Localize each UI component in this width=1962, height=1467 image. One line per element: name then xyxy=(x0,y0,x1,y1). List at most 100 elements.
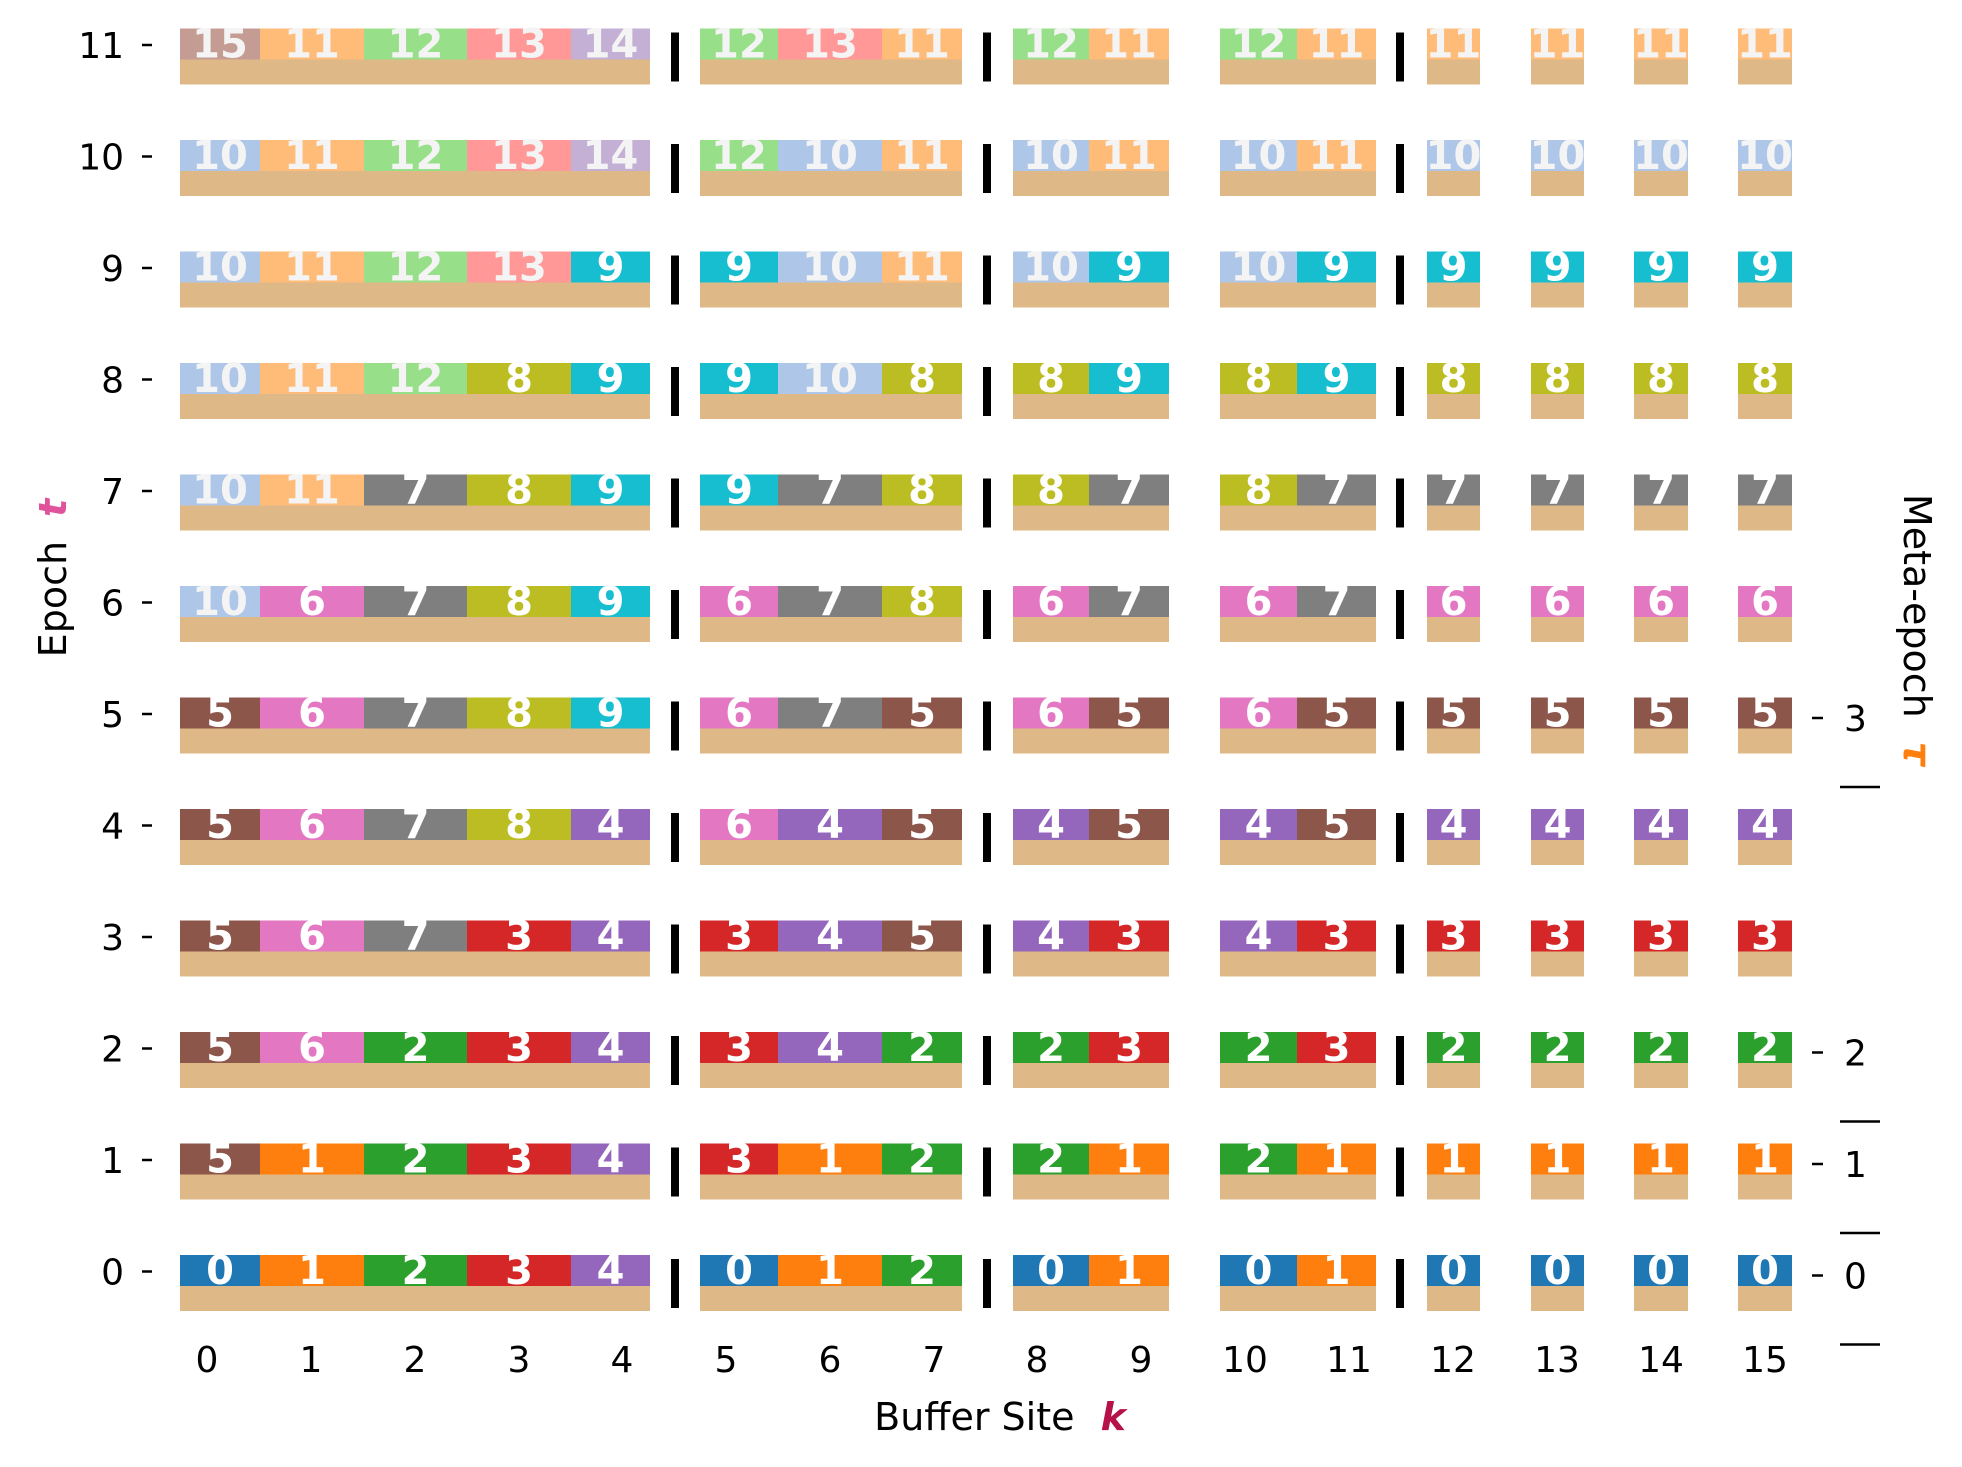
buffer-cell: 2 xyxy=(882,1248,962,1311)
cell-value: 5 xyxy=(908,802,936,848)
buffer-cell: 6 xyxy=(1220,691,1297,754)
epoch-row-2: 5 6 2 3 4 3 4 2 2 3 2 3 2 2 2 2 xyxy=(180,1025,1792,1088)
site-tick-label: 9 xyxy=(1130,1340,1153,1381)
cell-value: 7 xyxy=(402,691,430,737)
cell-value: 5 xyxy=(206,1137,234,1183)
cell-color-5 xyxy=(180,1032,260,1063)
y-axis-symbol: t xyxy=(31,497,75,517)
buffer-cell: 12 xyxy=(700,22,778,85)
cell-value: 2 xyxy=(1544,1025,1572,1071)
buffer-cell: 6 xyxy=(260,579,364,642)
buffer-cell: 2 xyxy=(1013,1137,1089,1200)
cell-value: 3 xyxy=(1751,914,1779,960)
cell-color-7 xyxy=(778,474,882,506)
cell-color-12 xyxy=(1013,28,1089,60)
buffer-cell: 8 xyxy=(882,579,962,642)
cell-value: 0 xyxy=(1037,1248,1065,1294)
cell-color-9 xyxy=(1297,363,1376,394)
cell-color-5 xyxy=(1089,809,1169,840)
cell-color-10 xyxy=(1220,251,1297,283)
buffer-cell: 9 xyxy=(571,579,650,642)
site-tick-label: 3 xyxy=(508,1340,531,1381)
buffer-cell: 7 xyxy=(1089,468,1169,531)
group-separator xyxy=(983,924,991,974)
cell-value: 9 xyxy=(1751,245,1779,291)
cell-color-8 xyxy=(467,697,571,729)
buffer-cell: 12 xyxy=(364,133,467,196)
cell-value: 11 xyxy=(1309,133,1365,179)
buffer-cell: 10 xyxy=(180,579,260,642)
cell-value: 8 xyxy=(505,356,533,402)
cell-color-11 xyxy=(260,363,364,394)
epoch-row-5: 5 6 7 8 9 6 7 5 6 5 6 5 5 5 5 5 xyxy=(180,691,1792,754)
cell-color-4 xyxy=(1220,809,1297,840)
buffer-cell: 1 xyxy=(1634,1137,1688,1200)
cell-value: 11 xyxy=(1101,22,1157,68)
buffer-cell: 0 xyxy=(700,1248,778,1311)
buffer-cell: 7 xyxy=(1427,468,1480,531)
cell-value: 10 xyxy=(192,468,248,514)
cell-value: 3 xyxy=(1544,914,1572,960)
buffer-cell: 6 xyxy=(1013,579,1089,642)
group-separator xyxy=(671,144,679,193)
buffer-cell: 10 xyxy=(1013,133,1089,196)
epoch-row-7: 10 11 7 8 9 9 7 8 8 7 8 7 7 7 7 7 xyxy=(180,468,1792,531)
cell-color-11 xyxy=(260,140,364,171)
buffer-cell: 10 xyxy=(778,245,882,308)
group-separator xyxy=(671,813,679,862)
cell-value: 6 xyxy=(1647,579,1675,625)
cell-value: 6 xyxy=(298,579,326,625)
cell-value: 5 xyxy=(1115,691,1143,737)
group-separator xyxy=(671,32,679,82)
cell-value: 10 xyxy=(1633,133,1689,179)
cell-value: 4 xyxy=(597,1248,625,1294)
cell-color-2 xyxy=(1220,1143,1297,1175)
cell-color-7 xyxy=(1738,474,1792,506)
cell-color-5 xyxy=(1531,697,1584,729)
cell-color-7 xyxy=(1089,586,1169,617)
group-separator xyxy=(1396,590,1404,639)
site-tick-label: 5 xyxy=(715,1340,738,1381)
group-separator xyxy=(983,1036,991,1085)
buffer-cell: 3 xyxy=(1297,1025,1376,1088)
cell-value: 10 xyxy=(802,245,858,291)
group-separator xyxy=(983,590,991,639)
group-separator xyxy=(983,1259,991,1308)
cell-value: 11 xyxy=(1737,22,1793,68)
cell-value: 0 xyxy=(206,1248,234,1294)
cell-color-4 xyxy=(778,809,882,840)
buffer-cell: 7 xyxy=(778,579,882,642)
cell-color-8 xyxy=(467,809,571,840)
cell-value: 5 xyxy=(1115,802,1143,848)
cell-color-13 xyxy=(467,251,571,283)
group-separator xyxy=(983,478,991,528)
cell-color-9 xyxy=(571,586,650,617)
cell-color-4 xyxy=(1634,809,1688,840)
cell-color-11 xyxy=(1297,140,1376,171)
cell-color-1 xyxy=(1089,1255,1169,1286)
cell-value: 12 xyxy=(388,22,444,68)
buffer-cell: 10 xyxy=(1013,245,1089,308)
cell-value: 6 xyxy=(298,1025,326,1071)
site-tick-label: 1 xyxy=(300,1340,323,1381)
cell-color-11 xyxy=(1297,28,1376,60)
buffer-cell: 10 xyxy=(1220,133,1297,196)
cell-color-11 xyxy=(1738,28,1792,60)
cell-value: 9 xyxy=(597,245,625,291)
site-tick-label: 7 xyxy=(923,1340,946,1381)
buffer-cell: 8 xyxy=(467,579,571,642)
cell-value: 10 xyxy=(192,245,248,291)
cell-color-1 xyxy=(1738,1143,1792,1175)
cell-color-7 xyxy=(778,586,882,617)
buffer-cell: 9 xyxy=(571,245,650,308)
buffer-cell: 2 xyxy=(882,1025,962,1088)
buffer-cell: 11 xyxy=(1530,22,1585,85)
buffer-cell: 9 xyxy=(700,356,778,419)
cell-color-14 xyxy=(571,140,650,171)
y-axis-label: Epoch xyxy=(31,541,75,657)
buffer-cell: 1 xyxy=(778,1137,882,1200)
buffer-cell: 8 xyxy=(1013,468,1089,531)
buffer-cell: 5 xyxy=(1297,691,1376,754)
cell-value: 2 xyxy=(402,1137,430,1183)
buffer-cell: 5 xyxy=(1531,691,1584,754)
